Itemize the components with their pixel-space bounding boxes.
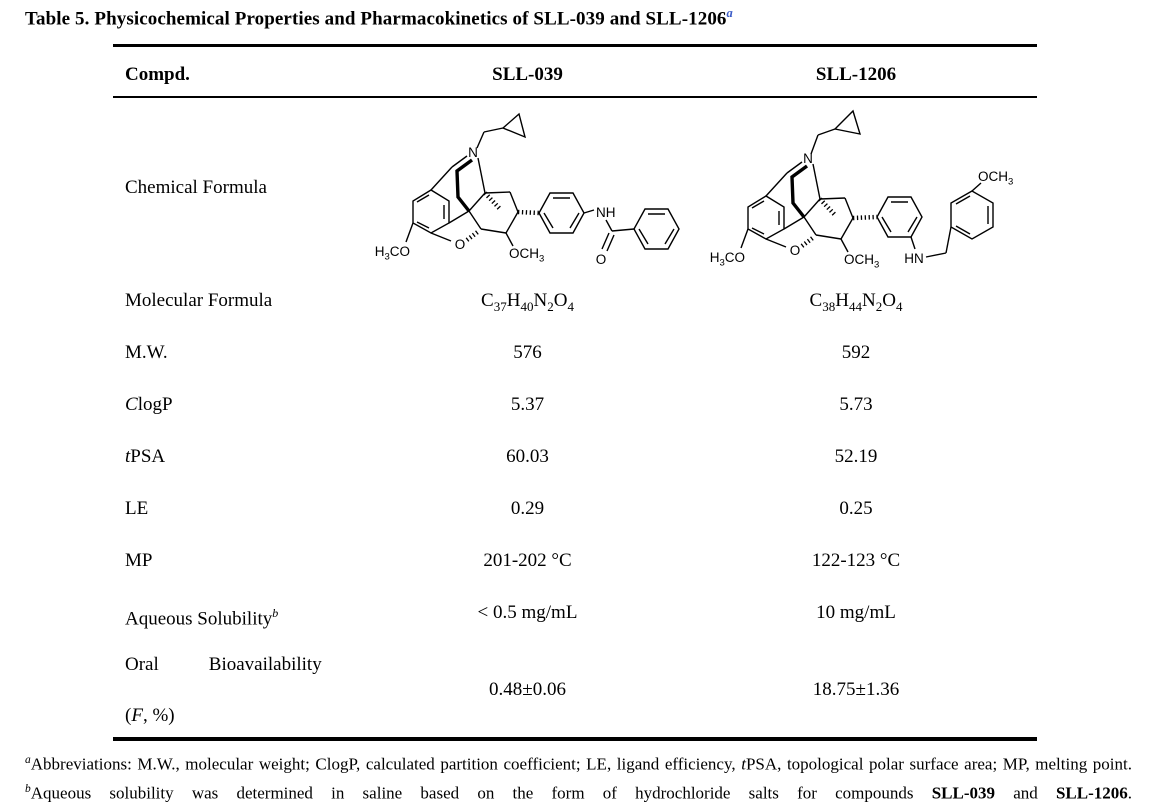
footnote-part2: PSA, topological polar surface area; MP,… <box>745 754 1132 774</box>
table-rule-header <box>113 96 1037 98</box>
molecular-formula-sll039: C37H40N2O4 <box>481 290 574 314</box>
clogp-sll1206: 5.73 <box>839 394 873 415</box>
sll039-nh-label: NH <box>596 205 616 220</box>
tpsa-sll1206: 52.19 <box>834 446 878 467</box>
table-title-text: Table 5. Physicochemical Properties and … <box>25 8 727 30</box>
sll1206-och3-top-label: OCH3 <box>978 169 1013 188</box>
footnote-part1: Abbreviations: M.W., molecular weight; C… <box>30 754 742 774</box>
row-label-clogp: ClogP <box>125 392 173 418</box>
solubility-sll039: < 0.5 mg/mL <box>477 602 578 623</box>
sll039-carbonyl-o-label: O <box>596 252 607 267</box>
solubility-sll1206: 10 mg/mL <box>816 602 896 623</box>
sll039-bond-network <box>405 112 680 252</box>
f-italic: F <box>131 705 143 726</box>
solubility-superscript: b <box>272 606 279 620</box>
bioavailability-sll1206: 18.75±1.36 <box>812 679 900 700</box>
footnote-tpsa-italic-t: t <box>741 754 746 774</box>
row-label-bioavailability-line1: Oral Bioavailability <box>125 652 322 678</box>
sll039-structure-image: H3CO O OCH3 N NH O <box>375 112 680 267</box>
footnote-part3: Aqueous solubility was determined in sal… <box>30 783 932 803</box>
row-label-mp: MP <box>125 550 153 571</box>
row-label-chemical-formula: Chemical Formula <box>125 177 267 198</box>
clogp-italic-c: C <box>125 394 138 415</box>
sll1206-bond-network <box>740 109 994 258</box>
bioavailability-word2: Bioavailability <box>208 654 322 675</box>
sll039-och3-label: OCH3 <box>509 246 544 265</box>
sll1206-furan-o-label: O <box>790 243 801 258</box>
tpsa-italic-t: t <box>125 446 131 467</box>
f-rest: , %) <box>142 705 175 726</box>
sll039-h3co-label: H3CO <box>375 244 410 263</box>
clogp-sll039: 5.37 <box>510 394 545 415</box>
footnote-superscript-a: a <box>25 754 31 766</box>
le-sll1206: 0.25 <box>839 498 873 519</box>
sll1206-structure-image: H3CO O OCH3 N HN OCH3 <box>710 109 1013 271</box>
footnote-superscript-b: b <box>25 782 31 795</box>
row-label-bioavailability-line2: (F, %) <box>125 703 175 729</box>
header-sll1206: SLL-1206 <box>815 64 897 85</box>
row-label-molecular-formula: Molecular Formula <box>125 290 273 311</box>
tpsa-sll039: 60.03 <box>506 446 549 467</box>
row-label-solubility: Aqueous Solubilityb <box>125 600 278 632</box>
footnote-sll1206-bold: SLL-1206 <box>1055 783 1128 803</box>
table-rule-bottom <box>113 737 1037 741</box>
sll1206-och3-bottom-label: OCH3 <box>844 252 879 271</box>
sll1206-h3co-label: H3CO <box>710 250 745 269</box>
mp-sll039: 201-202 °C <box>483 550 572 571</box>
solubility-label-text: Aqueous Solubility <box>125 608 273 630</box>
table-title: Table 5. Physicochemical Properties and … <box>25 6 733 30</box>
mw-sll039: 576 <box>513 342 542 363</box>
bioavailability-sll039: 0.48±0.06 <box>489 679 566 700</box>
title-superscript: a <box>726 6 733 20</box>
sll039-n-label: N <box>468 145 478 160</box>
molecular-formula-sll1206: C38H44N2O4 <box>809 290 903 314</box>
table-rule-top <box>113 44 1037 47</box>
mw-sll1206: 592 <box>841 342 871 363</box>
footnote: aAbbreviations: M.W., molecular weight; … <box>25 748 1132 805</box>
row-label-le: LE <box>125 498 149 519</box>
clogp-rest: logP <box>137 394 173 415</box>
sll039-furan-o-label: O <box>455 237 466 252</box>
row-label-tpsa: tPSA <box>125 444 165 470</box>
footnote-sll039-bold: SLL-039 <box>931 783 996 803</box>
row-label-mw: M.W. <box>125 342 168 363</box>
sll1206-n-label: N <box>803 151 813 166</box>
mp-sll1206: 122-123 °C <box>811 550 901 571</box>
footnote-part5: . <box>1127 783 1133 803</box>
sll1206-hn-label: HN <box>904 251 924 266</box>
f-open-paren: ( <box>125 705 132 726</box>
bioavailability-word1: Oral <box>125 654 159 675</box>
header-sll039: SLL-039 <box>492 64 563 85</box>
footnote-part4: and <box>995 783 1056 803</box>
header-compd: Compd. <box>125 64 190 85</box>
tpsa-rest: PSA <box>130 446 166 467</box>
le-sll039: 0.29 <box>510 498 545 519</box>
